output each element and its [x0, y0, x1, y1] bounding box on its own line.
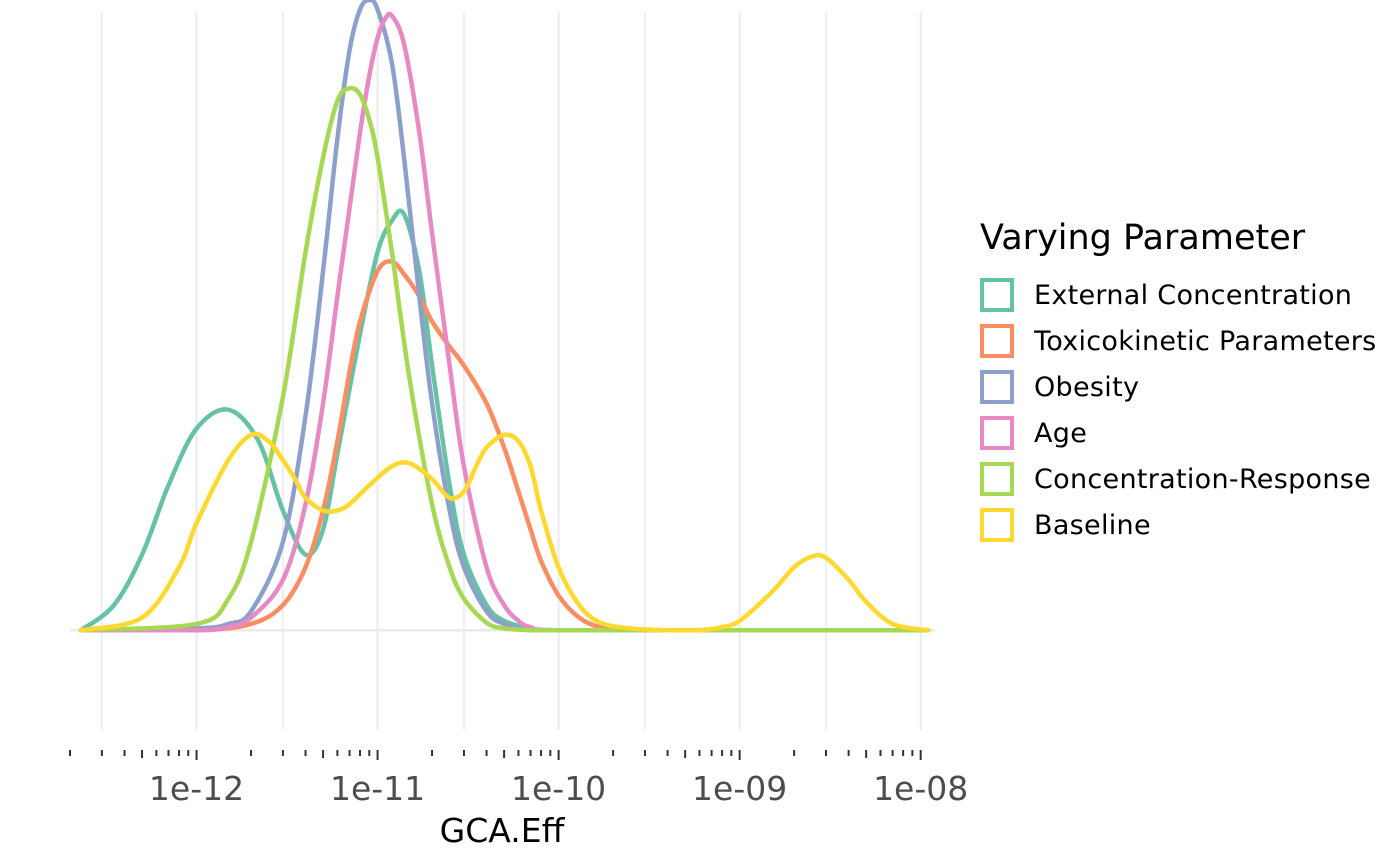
- density-line-5: [78, 85, 931, 633]
- legend-key-swatch: [980, 508, 1014, 542]
- legend-items: External Concentration Toxicokinetic Para…: [980, 272, 1400, 548]
- density-line-1: [78, 208, 931, 633]
- legend-key-swatch: [980, 278, 1014, 312]
- legend-title: Varying Parameter: [980, 218, 1306, 258]
- x-axis-tick-label: 1e-12: [149, 769, 244, 808]
- density-lines: [78, 0, 931, 633]
- legend-label: Concentration-Response: [1034, 463, 1372, 495]
- legend-item: External Concentration: [980, 272, 1400, 318]
- legend-label: Baseline: [1034, 509, 1151, 541]
- density-line-3: [78, 0, 931, 633]
- legend-item: Obesity: [980, 364, 1400, 410]
- legend-label: Toxicokinetic Parameters: [1034, 325, 1377, 357]
- legend-item: Toxicokinetic Parameters: [980, 318, 1400, 364]
- legend-key-swatch: [980, 370, 1014, 404]
- x-axis-title: GCA.Eff: [440, 811, 566, 850]
- legend-key-swatch: [980, 324, 1014, 358]
- legend: Varying Parameter External Concentration…: [980, 218, 1400, 548]
- legend-item: Baseline: [980, 502, 1400, 548]
- legend-key-swatch: [980, 462, 1014, 496]
- x-axis-tick-labels: 1e-12 1e-11 1e-10 1e-09 1e-08: [149, 769, 968, 808]
- legend-label: Obesity: [1034, 371, 1140, 403]
- density-line-4: [78, 11, 931, 633]
- x-axis-tick-label: 1e-10: [511, 769, 606, 808]
- legend-label: External Concentration: [1034, 279, 1353, 311]
- x-axis-tick-label: 1e-08: [873, 769, 968, 808]
- legend-item: Concentration-Response: [980, 456, 1400, 502]
- x-axis-minor-ticks: [69, 750, 922, 760]
- legend-key-swatch: [980, 416, 1014, 450]
- density-line-6: [78, 431, 931, 633]
- legend-label: Age: [1034, 417, 1088, 449]
- x-axis-tick-label: 1e-11: [330, 769, 425, 808]
- x-axis-tick-label: 1e-09: [692, 769, 787, 808]
- legend-item: Age: [980, 410, 1400, 456]
- density-line-2: [78, 259, 931, 633]
